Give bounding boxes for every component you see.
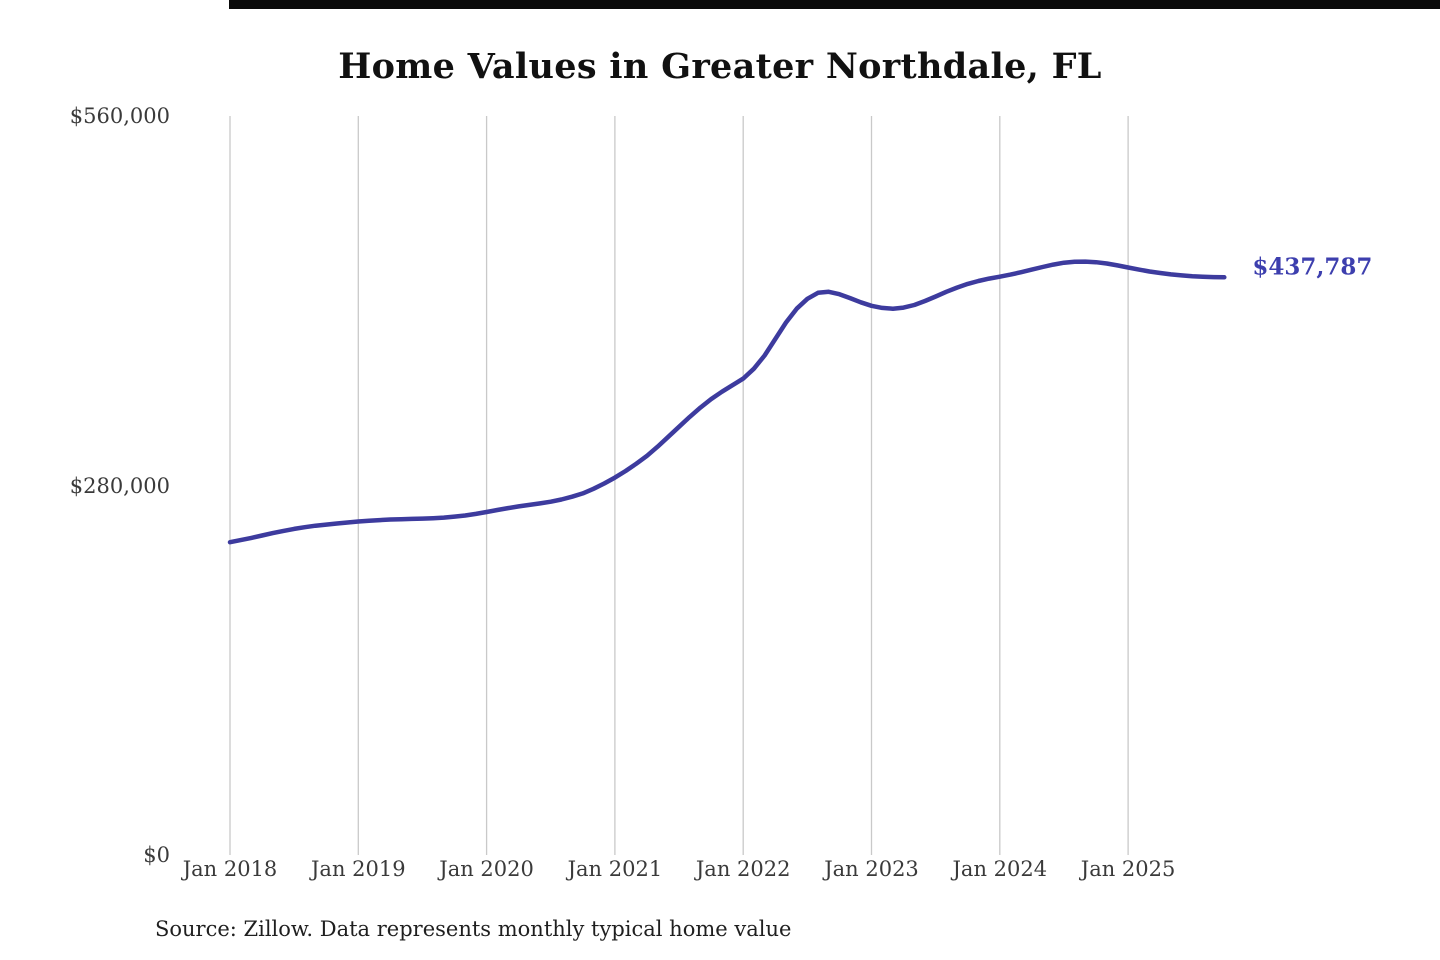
gridlines [229, 116, 1129, 855]
y-tick-280000: $280,000 [69, 473, 170, 498]
latest-value-label: $437,787 [1252, 253, 1373, 281]
x-tick-jan-2023: Jan 2023 [824, 857, 919, 881]
value-line [227, 259, 1227, 545]
chart-title: Home Values in Greater Northdale, FL [338, 46, 1102, 87]
y-tick-560000: $560,000 [69, 104, 170, 128]
source-note: Source: Zillow. Data represents monthly … [155, 917, 792, 941]
y-tick-0: $0 [143, 843, 170, 867]
x-tick-jan-2025: Jan 2025 [1080, 857, 1176, 881]
x-tick-jan-2024: Jan 2024 [952, 857, 1048, 881]
x-tick-jan-2020: Jan 2020 [439, 857, 534, 881]
x-tick-jan-2018: Jan 2018 [182, 857, 278, 881]
x-tick-jan-2019: Jan 2019 [311, 857, 406, 881]
x-tick-jan-2022: Jan 2022 [695, 857, 791, 881]
top-edge-bar [229, 0, 1440, 9]
x-tick-jan-2021: Jan 2021 [567, 857, 663, 881]
